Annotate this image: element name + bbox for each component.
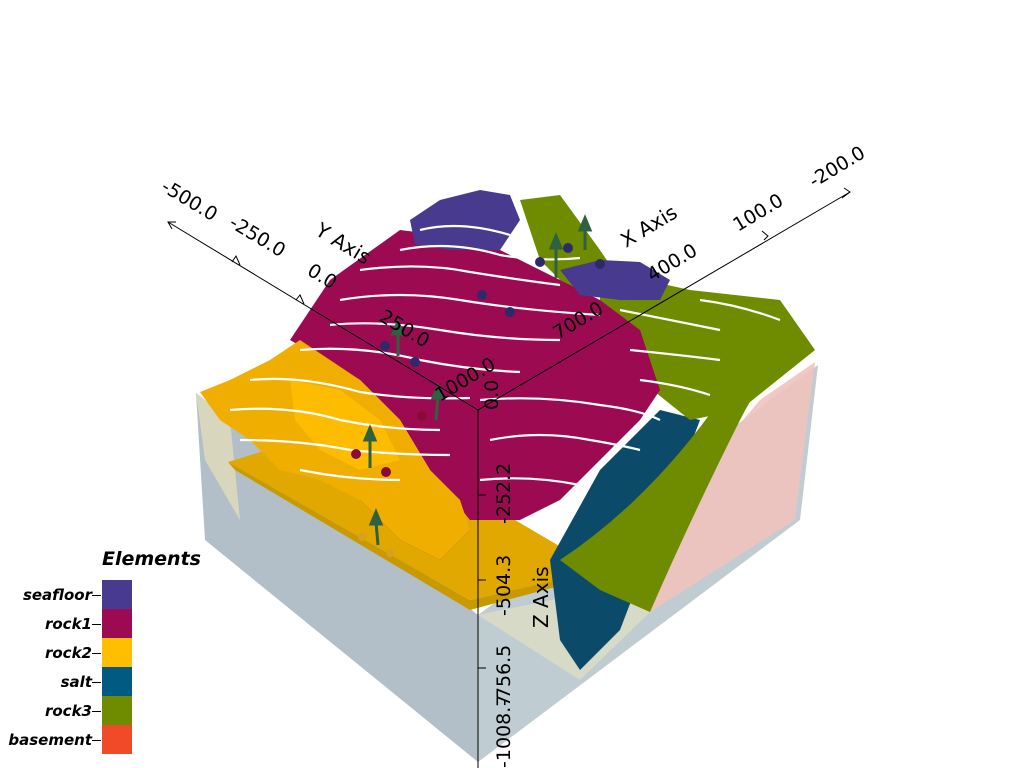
rock1-body — [290, 230, 660, 520]
contour-lines — [229, 224, 781, 487]
z-tick-label: -504.3 — [493, 555, 515, 616]
y-tick-label: -250.0 — [225, 211, 289, 261]
x-tick-label: 100.0 — [729, 189, 787, 236]
legend-swatch — [102, 609, 132, 638]
x-axis-line — [477, 191, 851, 411]
borehole-markers — [351, 243, 605, 557]
legend: Elements seafloor rock1 rock2 salt rock3… — [0, 548, 201, 758]
rock2-highlight — [290, 380, 400, 470]
legend-item-basement: basement — [0, 725, 140, 754]
legend-swatch — [102, 696, 132, 725]
legend-item-rock2: rock2 — [0, 638, 140, 667]
legend-swatch — [102, 580, 132, 609]
legend-label: rock2 — [44, 644, 92, 662]
legend-label: salt — [60, 673, 92, 691]
z-tick-label: -756.5 — [493, 645, 515, 706]
z-axis-title: Z Axis — [529, 566, 553, 628]
legend-tick — [92, 595, 101, 596]
legend-item-rock3: rock3 — [0, 696, 140, 725]
z-tick-label: -1008.7 — [493, 695, 515, 768]
seafloor-patch — [560, 260, 670, 300]
x-tick-label: -200.0 — [805, 142, 869, 192]
orientation-arrows — [362, 214, 593, 546]
legend-label: seafloor — [22, 586, 92, 604]
x-axis-title: X Axis — [616, 200, 681, 252]
legend-title: Elements — [102, 548, 201, 570]
legend-label: basement — [8, 731, 92, 749]
legend-tick — [92, 624, 101, 625]
legend-item-salt: salt — [0, 667, 140, 696]
legend-swatch — [102, 725, 132, 754]
z-tick-label: 0.0 — [481, 380, 503, 410]
axes — [167, 187, 851, 768]
legend-item-seafloor: seafloor — [0, 580, 140, 609]
legend-swatch — [102, 667, 132, 696]
y-axis-line — [167, 221, 479, 411]
legend-item-rock1: rock1 — [0, 609, 140, 638]
legend-tick — [92, 682, 101, 683]
legend-label: rock1 — [44, 615, 92, 633]
seafloor-peak — [410, 190, 520, 250]
legend-tick — [92, 711, 101, 712]
z-tick-label: -252.2 — [493, 463, 515, 524]
y-tick-label: -500.0 — [157, 175, 221, 225]
legend-tick — [92, 740, 101, 741]
x-tick-label: 400.0 — [643, 239, 701, 286]
legend-label: rock3 — [44, 702, 92, 720]
y-axis-title: Y Axis — [311, 217, 376, 269]
legend-tick — [92, 653, 101, 654]
legend-swatch — [102, 638, 132, 667]
rock3-arc — [560, 338, 806, 612]
